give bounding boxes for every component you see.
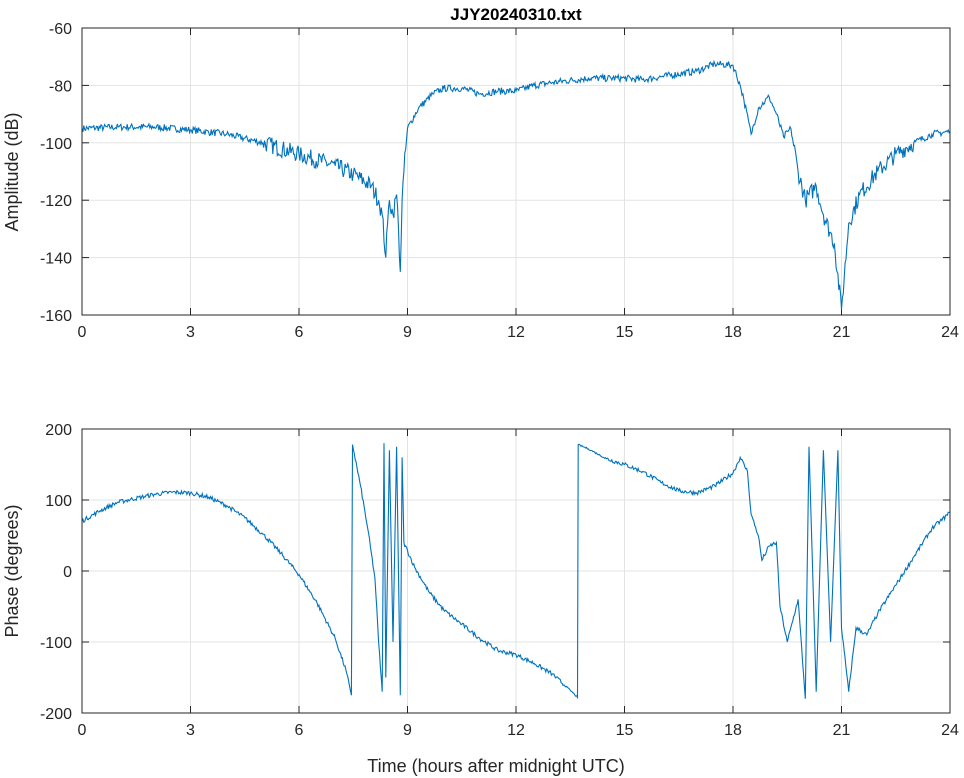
phase-ytick-label: -100 [40,635,72,652]
phase-series-line [81,443,951,700]
x-axis-label: Time (hours after midnight UTC) [367,756,624,776]
amplitude-xtick-label: 15 [616,324,634,341]
phase-ytick-label: 100 [45,493,72,510]
chart-title: JJY20240310.txt [450,5,582,24]
phase-ytick-label: -200 [40,706,72,723]
phase-xtick-label: 21 [833,722,851,739]
amplitude-xtick-label: 9 [403,324,412,341]
amplitude-ytick-label: -80 [49,78,72,95]
phase-axes-box [81,428,951,714]
phase-ytick-label: 0 [63,564,72,581]
phase-xtick-label: 0 [78,722,87,739]
amplitude-ytick-label: -60 [49,21,72,38]
amplitude-axes-box [81,27,951,316]
amplitude-xtick-label: 24 [941,324,959,341]
phase-xtick-label: 24 [941,722,959,739]
phase-xtick-label: 15 [616,722,634,739]
phase-xtick-label: 12 [507,722,525,739]
phase-xtick-label: 6 [295,722,304,739]
phase-xtick-label: 9 [403,722,412,739]
amplitude-xtick-label: 0 [78,324,87,341]
amplitude-ytick-label: -160 [40,308,72,325]
amplitude-xtick-label: 21 [833,324,851,341]
amplitude-xtick-label: 12 [507,324,525,341]
amplitude-xtick-label: 3 [186,324,195,341]
phase-xtick-label: 18 [724,722,742,739]
phase-ylabel: Phase (degrees) [2,504,22,637]
amplitude-ytick-label: -100 [40,136,72,153]
amplitude-xtick-label: 18 [724,324,742,341]
amplitude-series-line [81,59,951,310]
amplitude-ytick-label: -140 [40,251,72,268]
amplitude-ylabel: Amplitude (dB) [2,112,22,231]
phase-ytick-label: 200 [45,422,72,439]
phase-xtick-label: 3 [186,722,195,739]
amplitude-ytick-label: -120 [40,193,72,210]
amplitude-xtick-label: 6 [295,324,304,341]
